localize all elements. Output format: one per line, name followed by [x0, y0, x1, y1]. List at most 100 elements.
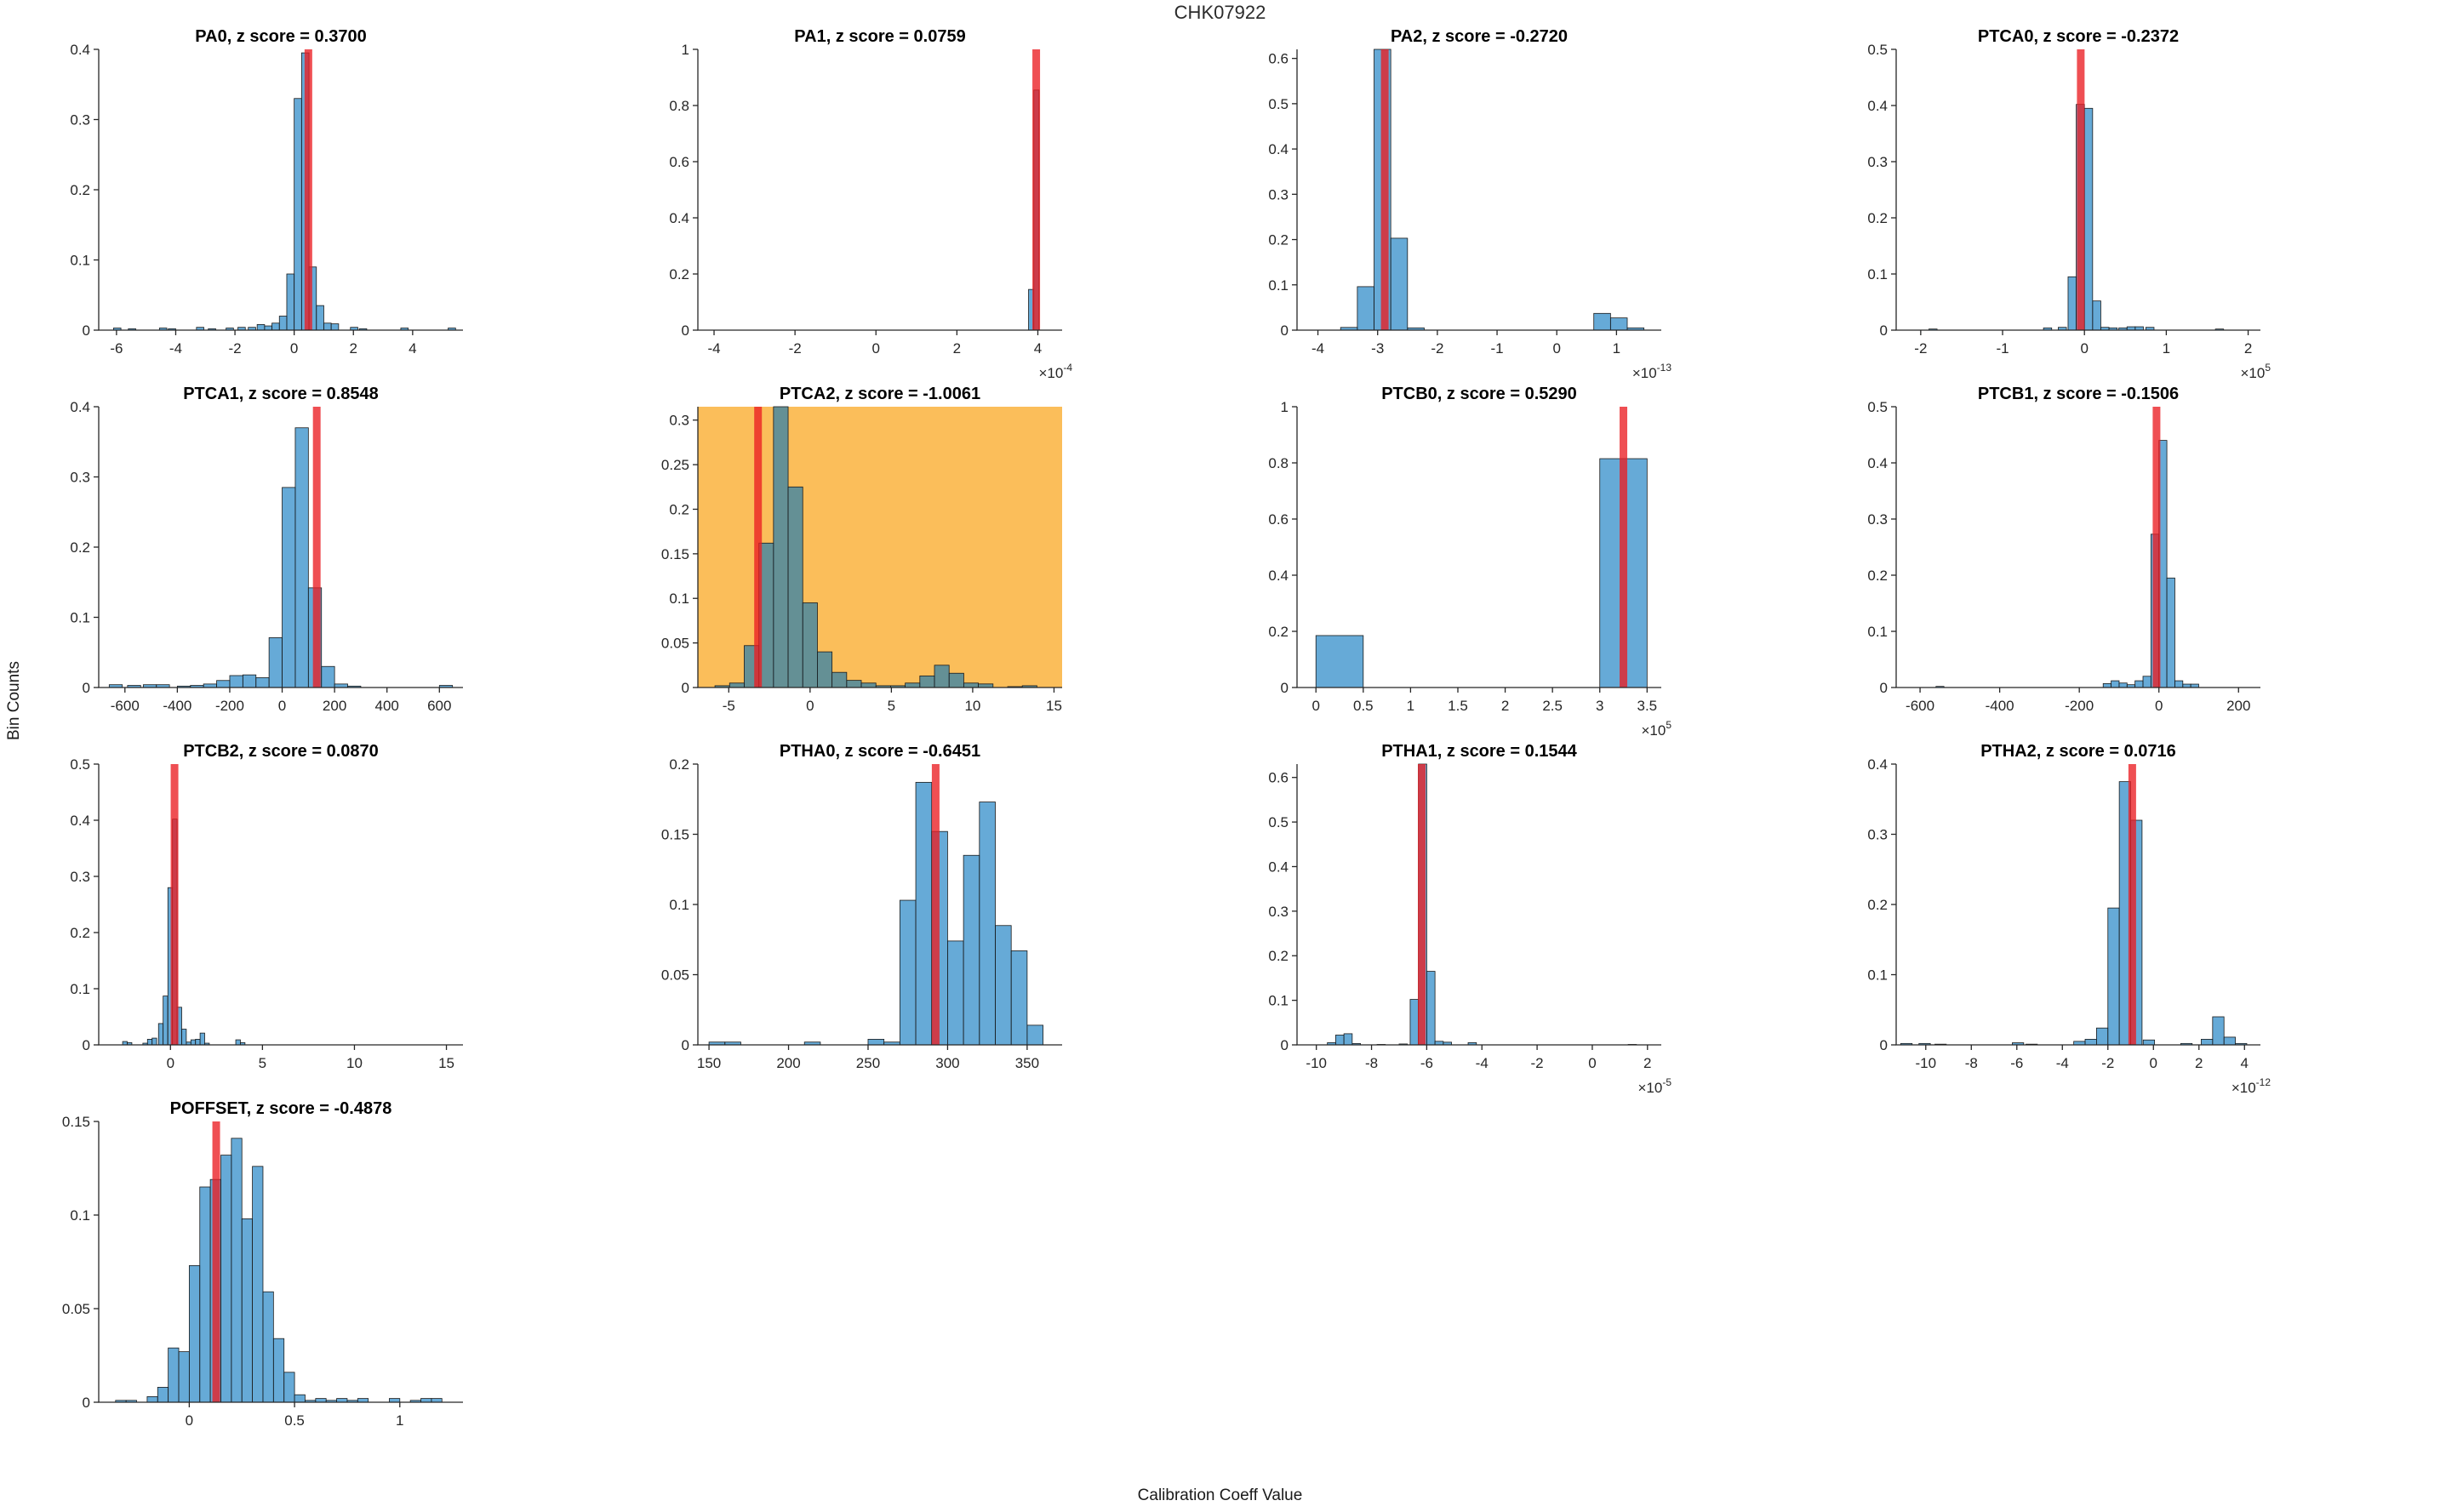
svg-text:0.1: 0.1 [669, 591, 689, 607]
svg-text:0.1: 0.1 [1268, 277, 1289, 294]
svg-text:-6: -6 [2010, 1055, 2023, 1071]
svg-text:15: 15 [438, 1055, 454, 1071]
svg-text:0: 0 [682, 680, 689, 696]
svg-text:-6: -6 [1420, 1055, 1433, 1071]
svg-text:-2: -2 [1431, 340, 1443, 357]
subplot-title: PTCA2, z score = -1.0061 [780, 385, 980, 403]
svg-text:-400: -400 [1986, 698, 2014, 714]
axes-spines [1296, 49, 1661, 331]
svg-text:5: 5 [888, 698, 895, 714]
svg-text:4: 4 [1034, 340, 1042, 357]
svg-text:0: 0 [1880, 1037, 1888, 1053]
x-axis-label: Calibration Coeff Value [1137, 1486, 1303, 1504]
redline-marker [2152, 407, 2161, 688]
svg-text:0.4: 0.4 [669, 210, 689, 226]
svg-text:0.5: 0.5 [1867, 42, 1888, 58]
svg-text:0.4: 0.4 [70, 813, 90, 829]
subplot-cell-PTHA2: -10 -8 -6 -4 -2 0 2 4 0 0.1 0.2 0.3 0.4 PTHA2, z scor… [1838, 740, 2437, 1098]
svg-text:0.05: 0.05 [62, 1301, 90, 1317]
axis-ticks: 0 0.5 1 1.5 2 2.5 3 3.5 0 0.2 0.4 0.6 0.8 1 [1268, 399, 1657, 714]
svg-text:-4: -4 [2056, 1055, 2069, 1071]
svg-text:-1: -1 [1490, 340, 1503, 357]
redline-marker [1380, 49, 1389, 330]
subplot-PA1: -4 -2 0 2 4 0 0.2 0.4 0.6 0.8 1 PA1, z score = 0.07… [669, 27, 1072, 381]
axis-ticks: -10 -8 -6 -4 -2 0 2 4 0 0.1 0.2 0.3 0.4 [1867, 756, 2249, 1071]
subplot-cell-PA2: -4 -3 -2 -1 0 1 0 0.1 0.2 0.3 0.4 0.5 0.6 PA2, z scor… [1239, 26, 1838, 383]
svg-text:-2: -2 [1531, 1055, 1544, 1071]
svg-text:4: 4 [2241, 1055, 2249, 1071]
svg-text:350: 350 [1015, 1055, 1039, 1071]
axis-ticks: -6 -4 -2 0 2 4 0 0.1 0.2 0.3 0.4 [70, 42, 416, 357]
svg-text:0.4: 0.4 [1268, 141, 1289, 157]
axis-ticks: -2 -1 0 1 2 0 0.1 0.2 0.3 0.4 0.5 [1867, 42, 2252, 357]
x-axis-exponent: ×10-4 [1038, 362, 1072, 381]
svg-text:0.2: 0.2 [669, 501, 689, 517]
svg-text:0.1: 0.1 [1268, 993, 1289, 1009]
svg-text:0: 0 [1281, 1037, 1289, 1053]
svg-text:0.2: 0.2 [1268, 232, 1289, 248]
figure-title: CHK07922 [1174, 2, 1266, 23]
svg-text:0: 0 [83, 322, 90, 339]
subplot-cell-POFFSET: 0 0.5 1 0 0.05 0.1 0.15 POFFSET, z score = -0.4… [41, 1098, 640, 1455]
svg-text:0.3: 0.3 [1867, 154, 1888, 170]
svg-text:0.2: 0.2 [1867, 897, 1888, 913]
svg-text:1: 1 [682, 42, 689, 58]
redline-marker [1418, 764, 1426, 1045]
svg-text:0: 0 [83, 1395, 90, 1411]
svg-text:0.3: 0.3 [1268, 186, 1289, 203]
histogram-bars [708, 782, 1043, 1046]
svg-text:0.2: 0.2 [70, 539, 90, 556]
svg-text:0.4: 0.4 [70, 399, 90, 415]
svg-text:0: 0 [2150, 1055, 2157, 1071]
svg-text:0.2: 0.2 [70, 182, 90, 198]
axes-spines [1296, 764, 1661, 1046]
subplot-PTCB0: 0 0.5 1 1.5 2 2.5 3 3.5 0 0.2 0.4 0.6 0.8 1 PTCB0, z s… [1268, 385, 1671, 739]
svg-text:200: 200 [323, 698, 346, 714]
svg-text:0.1: 0.1 [1867, 624, 1888, 640]
svg-text:2: 2 [1643, 1055, 1651, 1071]
svg-text:3: 3 [1596, 698, 1603, 714]
subplot-POFFSET: 0 0.5 1 0 0.05 0.1 0.15 POFFSET, z score = -0.4… [62, 1099, 463, 1429]
svg-text:0.3: 0.3 [1867, 511, 1888, 528]
svg-text:0: 0 [682, 322, 689, 339]
svg-text:-600: -600 [111, 698, 140, 714]
y-axis-label: Bin Counts [5, 661, 23, 740]
redline-marker [1032, 49, 1041, 330]
svg-text:0.3: 0.3 [669, 413, 689, 429]
svg-text:0: 0 [1281, 680, 1289, 696]
redline-marker [212, 1121, 220, 1402]
svg-text:150: 150 [697, 1055, 721, 1071]
svg-text:0.3: 0.3 [70, 112, 90, 128]
redline-marker [2077, 49, 2085, 330]
svg-text:1: 1 [396, 1412, 403, 1429]
svg-text:0.2: 0.2 [669, 266, 689, 282]
svg-text:400: 400 [375, 698, 399, 714]
svg-text:-8: -8 [1965, 1055, 1978, 1071]
svg-text:0: 0 [186, 1412, 193, 1429]
svg-text:0.4: 0.4 [1867, 98, 1888, 114]
svg-text:0.05: 0.05 [661, 636, 689, 652]
svg-text:0.6: 0.6 [669, 154, 689, 170]
svg-text:-4: -4 [1476, 1055, 1489, 1071]
svg-text:0: 0 [1281, 322, 1289, 339]
axes-spines [98, 764, 463, 1046]
svg-text:-4: -4 [1311, 340, 1324, 357]
svg-text:0.6: 0.6 [1268, 770, 1289, 786]
svg-text:-4: -4 [707, 340, 720, 357]
svg-text:0.1: 0.1 [1867, 967, 1888, 984]
subplot-cell-PTCB2: 0 5 10 15 0 0.1 0.2 0.3 0.4 0.5 PTCB2, z score = 0… [41, 740, 640, 1098]
subplot-PTHA2: -10 -8 -6 -4 -2 0 2 4 0 0.1 0.2 0.3 0.4 PTHA2, z scor… [1867, 742, 2271, 1096]
svg-text:0.6: 0.6 [1268, 51, 1289, 67]
svg-text:0.25: 0.25 [661, 457, 689, 473]
subplot-PTHA1: -10 -8 -6 -4 -2 0 2 0 0.1 0.2 0.3 0.4 0.5 0.6 PTHA1, z… [1268, 742, 1671, 1096]
svg-text:-2: -2 [789, 340, 802, 357]
svg-text:-4: -4 [169, 340, 182, 357]
svg-text:-2: -2 [2101, 1055, 2114, 1071]
svg-text:0: 0 [167, 1055, 174, 1071]
svg-text:0: 0 [2080, 340, 2088, 357]
svg-text:200: 200 [2226, 698, 2250, 714]
subplot-PTCA0: -2 -1 0 1 2 0 0.1 0.2 0.3 0.4 0.5 PTCA0, z score = … [1867, 27, 2271, 381]
subplot-title: PTCA0, z score = -0.2372 [1978, 27, 2179, 46]
subplot-cell-PTCB0: 0 0.5 1 1.5 2 2.5 3 3.5 0 0.2 0.4 0.6 0.8 1 PTCB0, z s… [1239, 383, 1838, 740]
x-axis-exponent: ×10-13 [1632, 362, 1672, 381]
